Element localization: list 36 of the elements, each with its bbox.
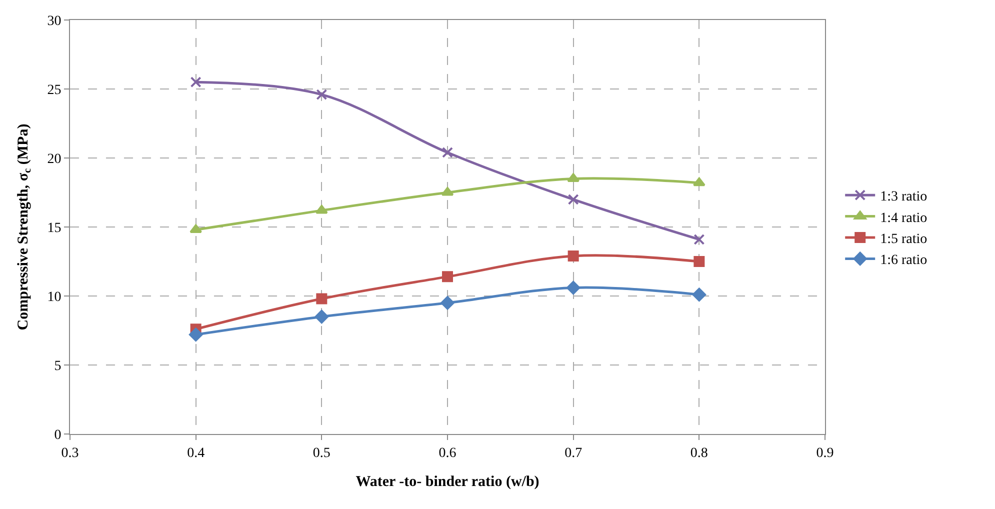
legend-label: 1:5 ratio: [880, 232, 928, 247]
x-tick-label: 0.7: [564, 446, 582, 461]
point: [188, 328, 203, 342]
x-tick-label: 0.9: [816, 446, 834, 461]
legend-label: 1:3 ratio: [880, 190, 928, 205]
y-tick-label: 20: [47, 152, 62, 167]
point: [190, 76, 202, 88]
point: [190, 224, 202, 234]
point: [314, 310, 329, 324]
point: [692, 177, 706, 186]
y-tick-label: 25: [47, 82, 62, 98]
point: [316, 89, 328, 100]
point: [568, 250, 579, 262]
y-tick-label: 10: [47, 290, 62, 305]
x-axis-title: Water -to- binder ratio (w/b): [356, 474, 540, 490]
x-tick-label: 0.4: [187, 446, 205, 461]
point: [692, 288, 706, 302]
legend-label: 1:6 ratio: [880, 253, 928, 268]
y-tick-label: 30: [47, 14, 62, 29]
y-tick-label: 0: [54, 428, 62, 443]
point: [568, 194, 579, 205]
point: [442, 271, 453, 282]
point: [440, 296, 454, 310]
point: [566, 280, 580, 295]
point: [694, 256, 705, 267]
legend-label: 1:4 ratio: [880, 210, 928, 226]
x-tick-label: 0.8: [690, 446, 708, 461]
point: [315, 204, 328, 214]
point: [694, 234, 705, 245]
x-tick-label: 0.5: [312, 446, 330, 461]
x-tick-label: 0.3: [61, 446, 79, 461]
x-tick-label: 0.6: [438, 446, 456, 461]
y-tick-label: 5: [54, 358, 62, 374]
point: [316, 293, 328, 304]
point: [442, 146, 453, 158]
y-tick-label: 15: [47, 220, 62, 236]
